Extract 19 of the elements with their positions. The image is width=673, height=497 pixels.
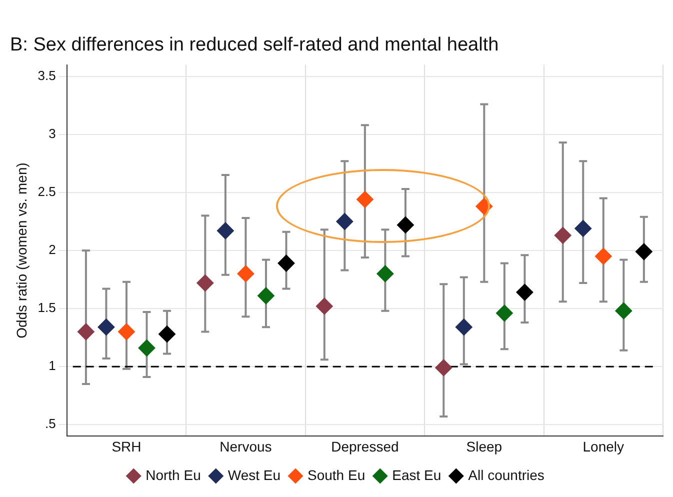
legend-label: All countries: [468, 466, 544, 483]
x-tick-label: Depressed: [331, 438, 399, 454]
x-tick-label: Lonely: [582, 438, 624, 454]
y-axis-title: Odds ratio (women vs. men): [13, 162, 30, 338]
x-tick-label: Nervous: [220, 438, 272, 454]
y-tick-label: 2: [48, 242, 56, 258]
y-tick-label: 1.5: [38, 300, 56, 316]
legend-label: West Eu: [228, 466, 281, 483]
x-tick-label: Sleep: [466, 438, 502, 454]
y-tick-label: 3.5: [38, 68, 56, 83]
chart-title: B: Sex differences in reduced self-rated and mental health: [10, 34, 499, 56]
y-tick-label: .5: [45, 416, 56, 432]
legend-label: North Eu: [146, 466, 201, 483]
legend-label: South Eu: [308, 466, 366, 483]
y-tick-label: 2.5: [38, 184, 56, 200]
x-tick-label: SRH: [112, 438, 142, 454]
y-tick-label: 1: [48, 358, 56, 374]
y-tick-label: 3: [48, 126, 56, 142]
legend-label: East Eu: [392, 466, 442, 483]
